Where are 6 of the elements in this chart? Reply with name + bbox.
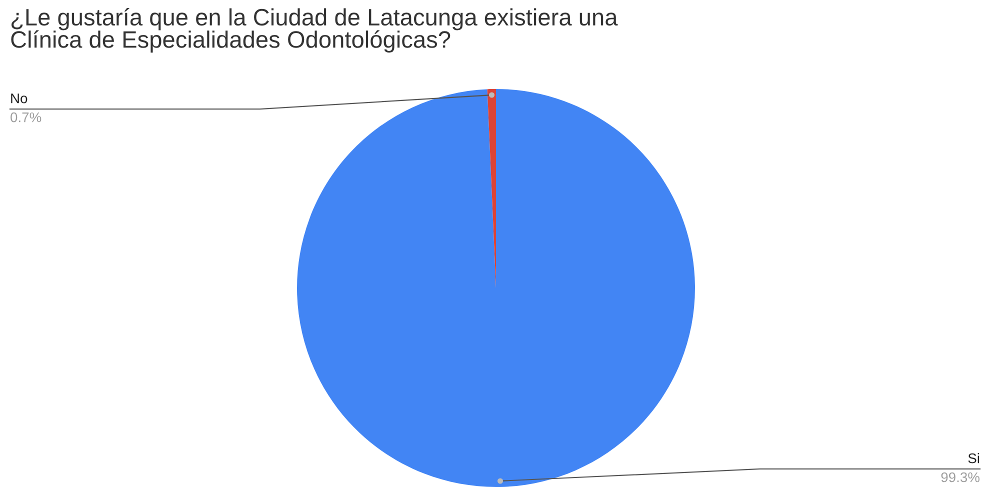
data-label: 99.3% [941, 472, 980, 482]
pie-slice [297, 89, 695, 487]
data-label: 0.7% [10, 112, 42, 122]
slice-label: No [11, 94, 28, 104]
slice-label: Si [968, 453, 980, 464]
chart-title: ¿Le gustaría que en la Ciudad de Latacunga existiera una Clínica de Especialidades Odontológicas? [11, 8, 618, 53]
